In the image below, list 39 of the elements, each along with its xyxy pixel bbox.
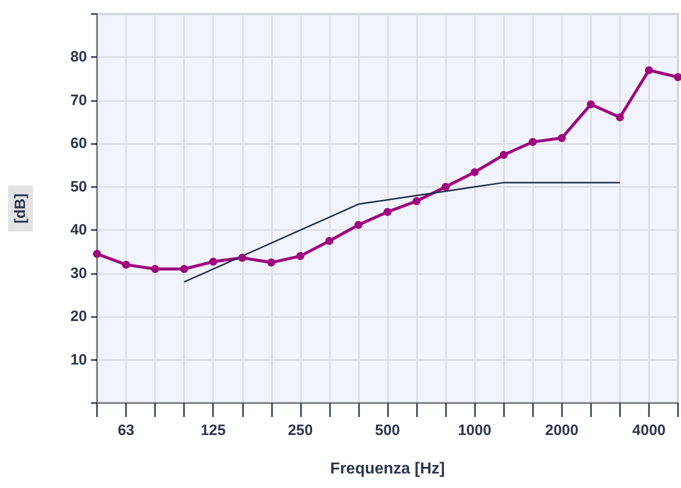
point [528, 138, 537, 146]
y-tick-label: 30 [70, 264, 87, 282]
point [180, 265, 188, 274]
y-tick-label: 80 [70, 48, 87, 66]
point [470, 168, 479, 176]
x-tick-label: 125 [200, 422, 226, 439]
x-tick-label: 250 [288, 422, 313, 439]
point [93, 250, 101, 258]
y-tick-label: 40 [70, 222, 87, 239]
y-tick-label: 50 [70, 178, 87, 196]
point [674, 73, 681, 82]
point [296, 252, 304, 260]
x-tick-label: 4000 [632, 422, 666, 439]
point [412, 197, 421, 206]
point [500, 150, 508, 159]
point [558, 134, 566, 142]
x-tick-label: 2000 [545, 422, 578, 439]
y-axis-title: [dB] [12, 194, 29, 224]
point [384, 208, 392, 216]
point [354, 220, 362, 229]
point [151, 265, 160, 274]
point [209, 258, 218, 266]
point [586, 100, 595, 108]
line-series [183, 182, 621, 283]
y-tick-label: 60 [70, 135, 87, 152]
point [122, 260, 130, 269]
point [325, 236, 334, 245]
point [616, 113, 624, 122]
x-axis-title: Frequenza [Hz] [330, 460, 445, 478]
y-tick-label: 70 [70, 92, 87, 109]
point [442, 182, 450, 191]
point [644, 66, 653, 74]
x-tick-label: 500 [374, 422, 400, 439]
x-tick-label: 63 [118, 422, 134, 439]
y-tick-label: 10 [70, 351, 87, 368]
y-tick-label: 20 [70, 308, 87, 326]
point [267, 258, 276, 267]
point [238, 254, 246, 262]
x-tick-label: 1000 [458, 422, 492, 439]
